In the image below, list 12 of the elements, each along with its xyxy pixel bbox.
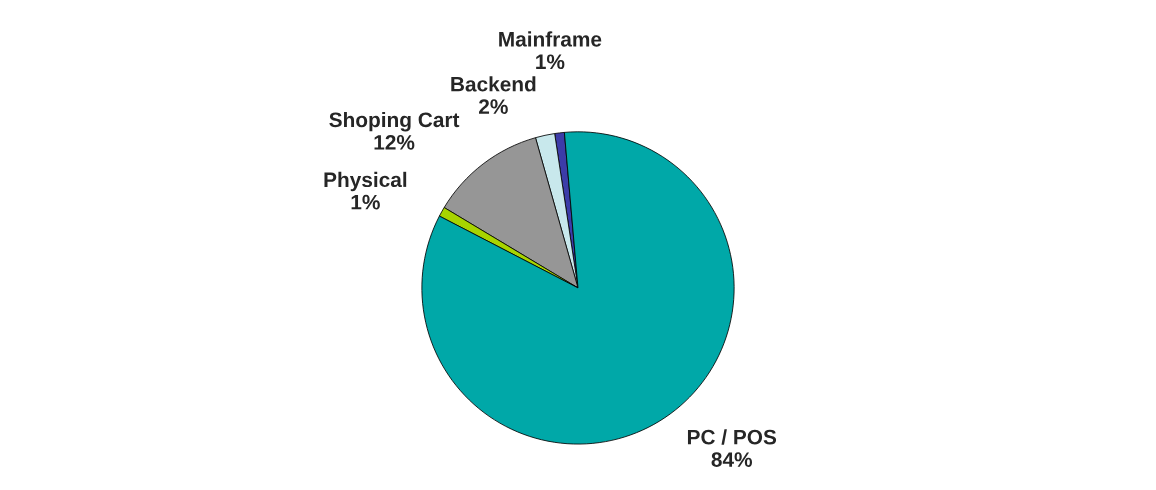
- slice-label: Mainframe: [499, 31, 602, 47]
- pie-slice: [421, 131, 735, 445]
- data-label: 84%: [711, 452, 753, 467]
- slice-label: Backend: [451, 76, 536, 92]
- data-label: 12%: [374, 135, 415, 150]
- slice-label: Shoping Cart: [329, 111, 460, 132]
- slice-label: Physical: [324, 171, 407, 192]
- slice-label: PC / POS: [687, 429, 777, 445]
- data-label: 2%: [479, 99, 508, 114]
- data-label: 1%: [351, 194, 380, 210]
- pie-slice: [443, 137, 579, 289]
- data-label: 1%: [536, 54, 565, 70]
